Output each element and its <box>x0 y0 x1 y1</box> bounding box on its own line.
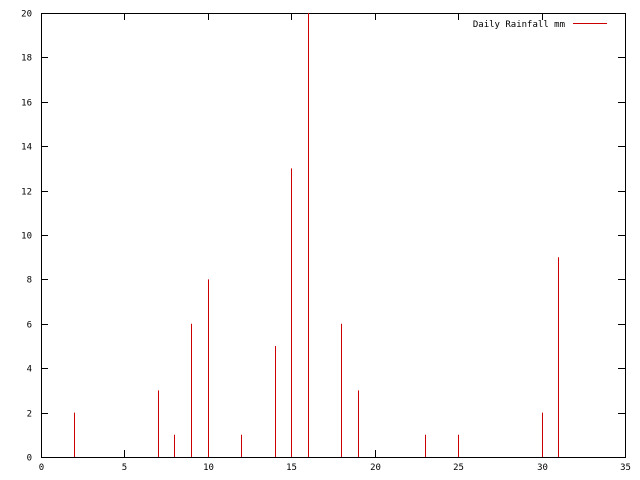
y-tick-label: 2 <box>27 410 32 420</box>
y-tick-label: 16 <box>21 99 32 109</box>
y-tick-label: 14 <box>21 143 32 153</box>
x-tick-label: 20 <box>370 463 381 473</box>
x-tick-label: 25 <box>453 463 464 473</box>
y-tick-label: 4 <box>27 365 32 375</box>
y-tick-label: 8 <box>27 276 32 286</box>
y-tick-label: 0 <box>27 454 32 464</box>
y-tick-label: 12 <box>21 188 32 198</box>
plot-frame <box>41 13 626 458</box>
y-tick-label: 20 <box>21 10 32 20</box>
legend: Daily Rainfall mm <box>473 20 607 30</box>
x-tick-label: 10 <box>203 463 214 473</box>
y-tick-label: 18 <box>21 54 32 64</box>
legend-label: Daily Rainfall mm <box>473 20 565 30</box>
x-tick-label: 30 <box>537 463 548 473</box>
x-tick-label: 5 <box>122 463 127 473</box>
rainfall-bars <box>74 13 559 457</box>
y-tick-label: 6 <box>27 321 32 331</box>
x-tick-label: 0 <box>39 463 44 473</box>
axis-ticks: 0 5 10 15 20 25 30 35 0 2 4 6 8 10 12 14 16 18 20 <box>21 10 631 474</box>
x-tick-label: 35 <box>620 463 631 473</box>
x-tick-label: 15 <box>286 463 297 473</box>
y-tick-label: 10 <box>21 232 32 242</box>
